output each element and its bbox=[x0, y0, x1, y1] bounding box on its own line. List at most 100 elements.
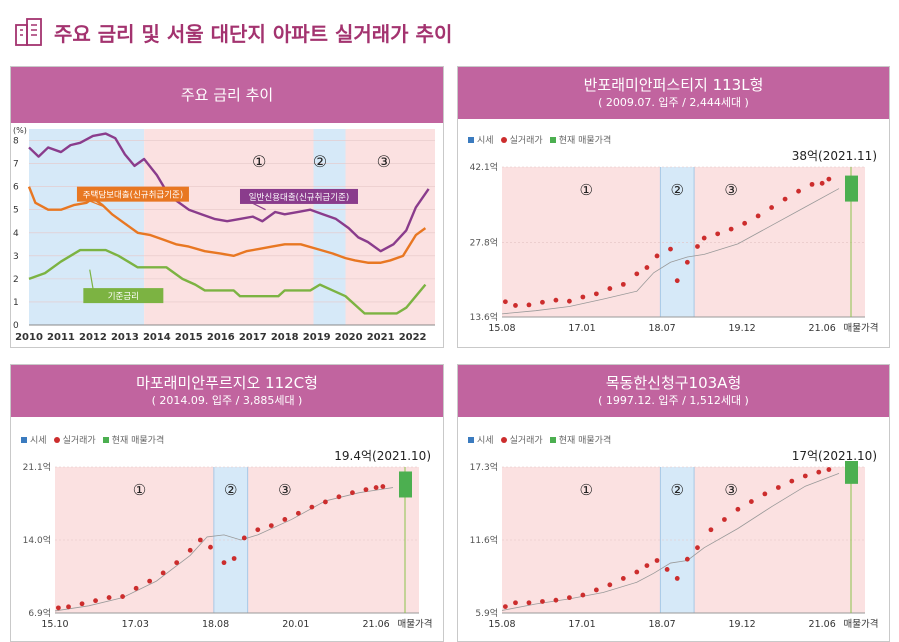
transaction-point bbox=[715, 231, 721, 237]
y-tick-label: 42.1억 bbox=[470, 161, 498, 173]
rates-panel: 주요 금리 추이 0 1 2 3 4 5 6 7 8 (%) 2010 2011 2012 2013 201… bbox=[10, 66, 444, 348]
period-marker: ③ bbox=[724, 181, 737, 199]
transaction-point bbox=[634, 271, 640, 277]
transaction-point bbox=[540, 299, 545, 305]
x-tick-label: 15.08 bbox=[488, 323, 515, 334]
transaction-point bbox=[826, 176, 832, 182]
y-tick-label: 2 bbox=[13, 275, 19, 285]
mokdong-panel-header: 목동한신청구103A형 ( 1997.12. 입주 / 1,512세대 ) bbox=[458, 365, 889, 417]
x-tick-label: 18.07 bbox=[648, 323, 675, 334]
mapo-chart-title: 마포래미안푸르지오 112C형 bbox=[136, 374, 318, 392]
legend-current-swatch bbox=[102, 436, 109, 443]
x-tick-label: 매물가격 bbox=[844, 618, 879, 630]
y-tick-label: 17.3억 bbox=[470, 461, 498, 473]
transaction-point bbox=[722, 517, 727, 522]
x-tick-label: 매물가격 bbox=[844, 322, 879, 334]
current-price-bar bbox=[845, 175, 858, 202]
mokdong-panel: 목동한신청구103A형 ( 1997.12. 입주 / 1,512세대 ) 시세… bbox=[457, 364, 890, 642]
transaction-point bbox=[742, 220, 748, 226]
x-tick-label: 17.03 bbox=[122, 619, 149, 630]
transaction-point bbox=[775, 485, 781, 490]
transaction-point bbox=[208, 544, 213, 550]
transaction-point bbox=[668, 246, 673, 252]
banpo-panel-header: 반포래미안퍼스티지 113L형 ( 2009.07. 입주 / 2,444세대 … bbox=[458, 67, 889, 119]
banpo-chart-title: 반포래미안퍼스티지 113L형 bbox=[583, 76, 764, 94]
transaction-point bbox=[187, 547, 193, 553]
transaction-point bbox=[620, 576, 626, 581]
transaction-point bbox=[593, 587, 599, 593]
transaction-point bbox=[323, 499, 328, 505]
transaction-point bbox=[789, 478, 795, 484]
transaction-point bbox=[93, 598, 98, 604]
mapo-panel: 마포래미안푸르지오 112C형 ( 2014.09. 입주 / 3,885세대 … bbox=[10, 364, 444, 642]
transaction-point bbox=[735, 506, 741, 512]
y-tick-label: 4 bbox=[13, 229, 19, 239]
mokdong-legend: 시세 실거래가 현재 매물가격 bbox=[466, 433, 611, 446]
transaction-point bbox=[644, 265, 650, 270]
transaction-point bbox=[674, 576, 680, 581]
transaction-point bbox=[513, 303, 518, 308]
x-tick-label: 2016 bbox=[207, 332, 235, 343]
x-tick-label: 2017 bbox=[239, 332, 267, 343]
y-axis-label: (%) bbox=[13, 126, 27, 135]
period-marker: ① bbox=[133, 481, 146, 499]
transaction-point bbox=[502, 299, 508, 305]
banpo-chart: 13.6억 27.8억 42.1억 15.08 17.01 18.07 19.12 21.06… bbox=[470, 161, 879, 334]
x-tick-label: 15.08 bbox=[488, 619, 515, 630]
transaction-point bbox=[268, 523, 274, 529]
x-tick-label: 2021 bbox=[367, 332, 395, 343]
x-tick-label: 17.01 bbox=[568, 619, 595, 630]
x-tick-label: 17.01 bbox=[568, 323, 595, 334]
transaction-point bbox=[553, 297, 559, 303]
transaction-point bbox=[380, 484, 386, 489]
x-tick-label: 2020 bbox=[335, 332, 363, 343]
banpo-panel: 반포래미안퍼스티지 113L형 ( 2009.07. 입주 / 2,444세대 … bbox=[457, 66, 890, 348]
base-rate-label-box bbox=[83, 288, 164, 304]
transaction-point bbox=[79, 601, 85, 607]
legend-current-swatch bbox=[549, 436, 556, 443]
x-tick-label: 19.12 bbox=[729, 323, 756, 334]
transaction-point bbox=[174, 560, 180, 566]
transaction-point bbox=[695, 244, 700, 249]
x-tick-label: 2019 bbox=[303, 332, 331, 343]
transaction-point bbox=[350, 490, 355, 496]
transaction-point bbox=[796, 188, 801, 194]
legend-actual-swatch bbox=[500, 436, 507, 443]
rates-panel-header: 주요 금리 추이 bbox=[11, 67, 443, 123]
mokdong-chart-subtitle: ( 1997.12. 입주 / 1,512세대 ) bbox=[598, 394, 749, 407]
period-marker: ① bbox=[580, 481, 593, 499]
transaction-point bbox=[701, 235, 707, 241]
credit-loan-rate-label-box bbox=[239, 188, 358, 204]
label-callout bbox=[88, 200, 106, 208]
transaction-point bbox=[133, 585, 139, 591]
x-tick-label: 20.01 bbox=[282, 619, 309, 630]
transaction-point bbox=[231, 556, 237, 561]
x-tick-label: 2015 bbox=[175, 332, 203, 343]
mapo-chart-subtitle: ( 2014.09. 입주 / 3,885세대 ) bbox=[151, 394, 303, 407]
transaction-point bbox=[336, 494, 342, 500]
period-marker: ② bbox=[224, 481, 237, 499]
banpo-legend: 시세 실거래가 현재 매물가격 bbox=[466, 133, 611, 146]
y-tick-label: 27.8억 bbox=[470, 236, 498, 248]
building-icon bbox=[15, 18, 42, 46]
transaction-point bbox=[567, 298, 572, 304]
period-marker: ① bbox=[252, 152, 266, 171]
legend-actual-label: 실거래가 bbox=[509, 436, 543, 446]
transaction-point bbox=[160, 570, 166, 576]
legend-current-label: 현재 매물가격 bbox=[558, 136, 612, 146]
transaction-point bbox=[106, 595, 112, 600]
period-marker: ② bbox=[671, 181, 684, 199]
x-tick-label: 21.06 bbox=[362, 619, 389, 630]
legend-market-label: 시세 bbox=[477, 436, 494, 446]
rates-chart-title: 주요 금리 추이 bbox=[180, 86, 274, 104]
transaction-point bbox=[553, 597, 559, 603]
transaction-point bbox=[593, 291, 599, 297]
transaction-point bbox=[762, 491, 768, 497]
transaction-point bbox=[147, 578, 153, 584]
transaction-point bbox=[644, 563, 650, 569]
transaction-point bbox=[674, 278, 680, 284]
transaction-point bbox=[241, 535, 247, 541]
transaction-point bbox=[221, 560, 227, 566]
transaction-point bbox=[55, 605, 61, 611]
y-tick-label: 6.9억 bbox=[28, 607, 51, 619]
